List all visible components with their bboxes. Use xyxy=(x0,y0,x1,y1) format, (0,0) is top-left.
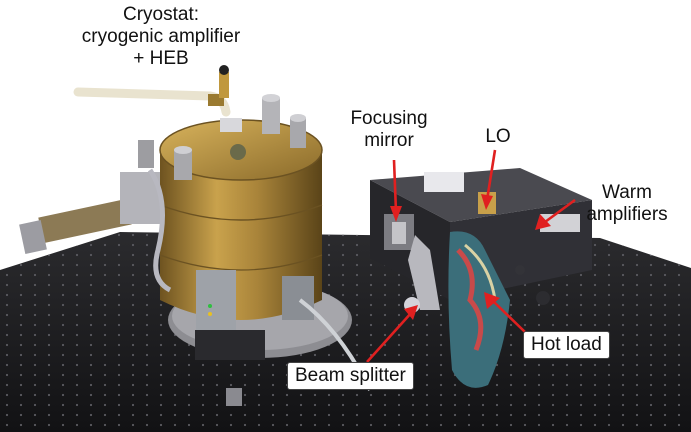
lo-label-text: LO xyxy=(485,126,511,147)
focusing-mirror-label-line1: Focusing xyxy=(350,108,428,129)
side-tube xyxy=(38,198,132,244)
lo-label: LO xyxy=(478,126,518,148)
hot-load-label: Hot load xyxy=(523,331,610,359)
annotation-arrows xyxy=(366,149,576,363)
warm-amplifiers-label-line1: Warm xyxy=(602,182,652,203)
valve-top xyxy=(219,72,229,98)
hot-load-label-text: Hot load xyxy=(531,334,602,355)
focusing-mirror xyxy=(392,222,406,244)
beam-splitter-label: Beam splitter xyxy=(287,362,414,390)
warm-amplifiers-label: Warm amplifiers xyxy=(566,182,688,226)
top-knob xyxy=(230,144,246,160)
cryostat-label-line2: cryogenic amplifier xyxy=(81,26,241,47)
top-post xyxy=(262,98,280,134)
top-post xyxy=(138,140,154,168)
arrow-hot-load xyxy=(493,301,526,333)
lo-label-box xyxy=(424,172,464,192)
beam-splitter-arm xyxy=(408,235,440,310)
valve-knob xyxy=(219,65,229,75)
arrow-warm-amplifiers xyxy=(544,198,576,224)
cryostat-label-line1: Cryostat: xyxy=(122,4,200,25)
beam-splitter-label-text: Beam splitter xyxy=(295,365,406,386)
warm-amplifiers-label-line2: amplifiers xyxy=(586,204,668,225)
cryostat-label-line3: + HEB xyxy=(133,48,189,69)
electronics-box xyxy=(196,270,236,330)
top-post xyxy=(174,150,192,180)
hose xyxy=(73,87,231,117)
support-leg xyxy=(195,330,265,360)
top-connector xyxy=(220,118,242,132)
arrow-focusing-mirror xyxy=(392,159,398,213)
focusing-mirror-label-line2: mirror xyxy=(364,130,414,151)
arrow-lo xyxy=(485,149,497,201)
focusing-mirror-label: Focusing mirror xyxy=(338,108,440,152)
side-tube-flange xyxy=(19,220,47,254)
cryostat-label: Cryostat: cryogenic amplifier + HEB xyxy=(44,4,278,70)
arrow-beam-splitter xyxy=(366,311,413,363)
braided-cable xyxy=(147,168,172,293)
top-post xyxy=(290,118,306,148)
bracket xyxy=(282,276,314,320)
